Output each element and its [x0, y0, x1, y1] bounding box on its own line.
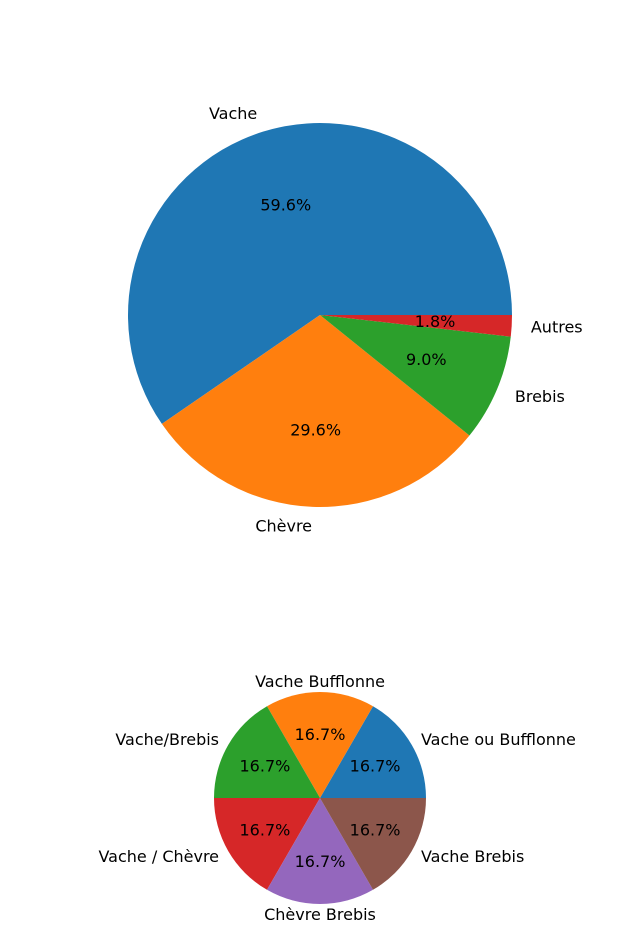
pie-category-label-chevre-brebis: Chèvre Brebis	[264, 905, 376, 924]
pie-percent-label-vache-bufflonne: 16.7%	[295, 725, 346, 744]
pie-slice-vache-ou-bufflonne	[320, 706, 426, 798]
pie-percent-label-vache-ou-bufflonne: 16.7%	[350, 757, 401, 776]
pie-category-label-autres: Autres	[531, 317, 583, 336]
pie-percent-label-vache-brebis: 16.7%	[350, 820, 401, 839]
pie-category-label-vache-bufflonne: Vache Bufflonne	[255, 672, 385, 691]
pie-percent-label-brebis: 9.0%	[406, 350, 447, 369]
pie-slice-vache-bufflonne	[267, 691, 373, 798]
pie-category-label-vache-brebis: Vache Brebis	[421, 847, 524, 866]
pie-percent-label-vache-brebis: 16.7%	[240, 757, 291, 776]
pie-category-label-vache-ou-bufflonne: Vache ou Bufflonne	[421, 730, 576, 749]
pie-percent-label-chevre: 29.6%	[290, 421, 341, 440]
pie-category-label-chevre: Chèvre	[255, 517, 312, 536]
pie-category-label-vache-chevre: Vache / Chèvre	[98, 847, 219, 866]
pie-slice-chevre	[161, 315, 470, 507]
pie-slice-chevre-brebis	[267, 798, 373, 904]
pie-slice-vache-brebis	[320, 798, 426, 890]
pie-chart-milk-mixes: 16.7%16.7%16.7%16.7%16.7%16.7%Vache ou B…	[98, 672, 575, 924]
pie-percent-label-autres: 1.8%	[415, 312, 456, 331]
pie-slice-autres	[320, 315, 512, 337]
pie-percent-label-chevre-brebis: 16.7%	[295, 852, 346, 871]
pie-category-label-vache: Vache	[209, 104, 257, 123]
pie-chart-milk-types: 59.6% 29.6% 9.0% 1.8% Vache Chèvre Brebis Autre…	[128, 104, 583, 536]
pie-category-label-brebis: Brebis	[515, 387, 565, 406]
pie-slice-brebis	[320, 315, 511, 436]
pie-category-label-vache-brebis: Vache/Brebis	[115, 730, 219, 749]
pie-percent-label-vache: 59.6%	[260, 195, 311, 214]
pie-slice-vache-chevre	[214, 798, 320, 890]
pie-slice-vache-brebis	[214, 706, 320, 798]
pie-percent-label-vache-chevre: 16.7%	[240, 820, 291, 839]
pie-slice-vache	[128, 123, 512, 424]
